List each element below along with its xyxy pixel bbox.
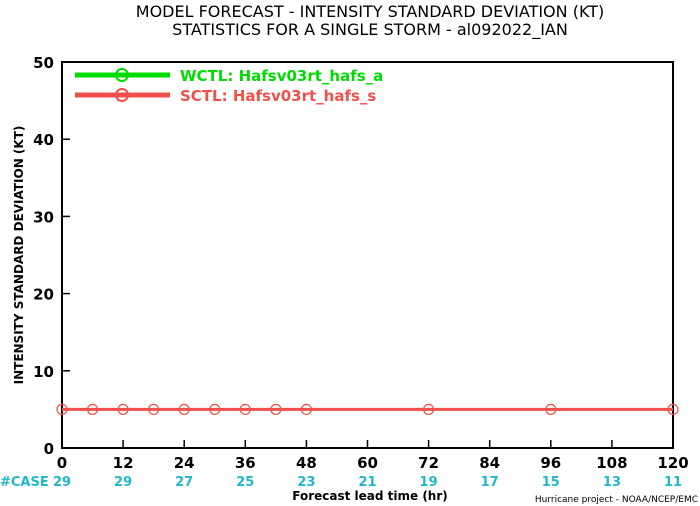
- x-tick-label: 60: [357, 454, 378, 472]
- y-axis-label: INTENSITY STANDARD DEVIATION (KT): [12, 126, 26, 385]
- case-count: 17: [481, 475, 499, 490]
- x-tick-label: 96: [540, 454, 561, 472]
- x-tick-label: 24: [174, 454, 195, 472]
- data-point: [209, 403, 221, 415]
- case-count: 29: [114, 475, 132, 490]
- data-point: [667, 403, 679, 415]
- data-point: [423, 403, 435, 415]
- x-axis-label: Forecast lead time (hr): [292, 489, 448, 503]
- legend-swatch-marker: [115, 68, 129, 82]
- legend-entry: WCTL: Hafsv03rt_hafs_a: [180, 67, 383, 85]
- data-point: [300, 403, 312, 415]
- data-point: [117, 403, 129, 415]
- y-tick-label: 0: [44, 440, 54, 458]
- credit-text: Hurricane project - NOAA/NCEP/EMC: [535, 495, 698, 505]
- y-tick-label: 10: [33, 363, 54, 381]
- data-point: [86, 403, 99, 415]
- case-count: 29: [53, 475, 71, 490]
- y-tick-label: 20: [33, 286, 54, 304]
- x-tick-label: 12: [113, 454, 134, 472]
- data-point: [270, 403, 282, 415]
- case-count: 21: [358, 475, 376, 490]
- chart-subtitle: STATISTICS FOR A SINGLE STORM - al092022…: [172, 20, 568, 40]
- x-tick-label: 84: [479, 454, 500, 472]
- case-count: 15: [542, 475, 560, 490]
- case-count: 23: [297, 475, 315, 490]
- y-tick-label: 30: [33, 208, 54, 226]
- data-point: [545, 403, 557, 415]
- case-count: 11: [664, 475, 682, 490]
- legend-entry: SCTL: Hafsv03rt_hafs_s: [180, 87, 376, 105]
- case-count: 13: [603, 475, 621, 490]
- data-point: [178, 403, 190, 415]
- case-count-row: #CASE 29 29 27 25 23 21 19 17 15 13 11: [0, 475, 682, 490]
- x-tick-label: 72: [418, 454, 439, 472]
- y-tick-label: 40: [33, 131, 54, 149]
- legend: WCTL: Hafsv03rt_hafs_a SCTL: Hafsv03rt_ha…: [75, 67, 383, 105]
- series-layer: [56, 403, 679, 415]
- plot-area: [61, 61, 674, 449]
- data-point: [148, 403, 160, 415]
- x-tick-label: 48: [296, 454, 317, 472]
- x-tick-label: 120: [657, 454, 688, 472]
- case-row-label: #CASE: [0, 475, 49, 490]
- x-tick-label: 108: [596, 454, 627, 472]
- legend-swatch-marker: [115, 88, 129, 102]
- y-axis-ticks: 0 10 20 30 40 50: [33, 54, 70, 458]
- chart-title: MODEL FORECAST - INTENSITY STANDARD DEVI…: [136, 2, 604, 21]
- y-tick-label: 50: [33, 54, 54, 72]
- x-tick-label: 0: [57, 454, 67, 472]
- case-count: 27: [175, 475, 193, 490]
- data-point: [56, 403, 68, 415]
- data-point: [239, 403, 251, 415]
- x-tick-label: 36: [235, 454, 256, 472]
- case-count: 25: [236, 475, 254, 490]
- x-axis-ticks: 0 12 24 36 48 60 72 84 96 108 120: [57, 440, 689, 472]
- case-count: 19: [420, 475, 438, 490]
